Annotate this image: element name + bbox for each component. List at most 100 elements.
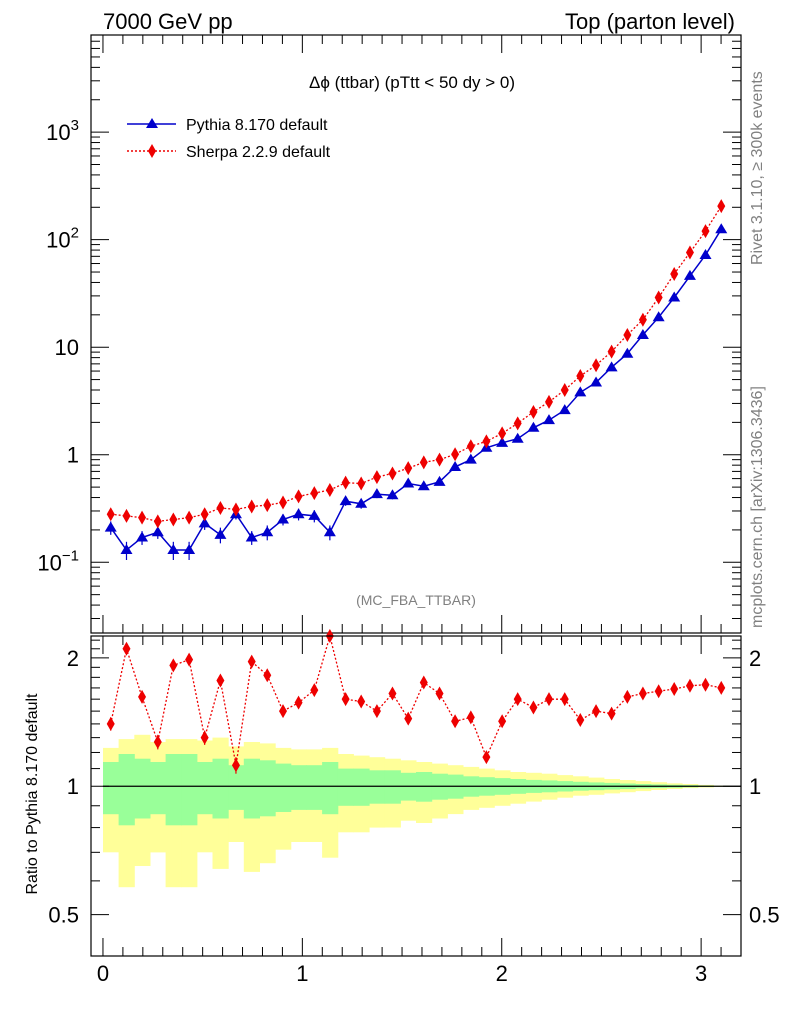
data-point-1-33 [623,327,632,342]
main-frame [90,34,742,634]
ratio-ytick-label-left-0: 0.5 [48,903,79,928]
ratio-panel: 0 1 2 3 0.5 0.5 1 1 2 2 [48,629,780,986]
data-point-0-17 [370,488,383,499]
ratio-point-26 [513,692,522,707]
ratio-point-35 [654,684,663,699]
ratio-point-6 [200,730,209,745]
band-inner-bin-9 [243,758,260,819]
ratio-axes-layer: 0 1 2 3 0.5 0.5 1 1 2 2 [48,635,780,986]
ratio-point-32 [607,706,616,721]
main-panel: 10−1 1 10 102 103 Δϕ (ttbar) (pTtt < 50 dy >… [37,34,742,634]
band-inner-bin-3 [149,762,167,815]
ratio-ylabel: Ratio to Pythia 8.170 default [24,693,41,895]
band-inner-bin-2 [134,758,151,819]
data-point-1-39 [717,199,726,214]
ratio-point-15 [341,692,350,707]
data-point-0-33 [621,347,634,358]
data-point-1-15 [341,475,350,490]
data-point-1-23 [466,439,475,454]
ratio-point-27 [529,700,538,715]
data-point-1-19 [404,461,413,476]
ratio-ytick-label-right-2: 2 [749,646,761,671]
legend-label-pythia: Pythia 8.170 default [186,117,328,134]
mcplots-label: mcplots.cern.ch [arXiv:1306.3436] [749,386,766,628]
data-point-0-31 [590,376,603,387]
data-point-0-7 [214,528,227,539]
ratio-point-38 [701,677,710,692]
x-tick-label-2: 2 [496,961,508,986]
ratio-point-10 [263,668,272,683]
data-point-0-22 [449,460,462,471]
band-inner-bin-14 [322,762,339,815]
data-point-0-12 [292,508,305,519]
data-point-1-0 [106,507,115,522]
ratio-point-13 [310,683,319,698]
data-point-1-26 [513,416,522,431]
data-point-0-32 [605,361,618,372]
data-point-0-1 [120,544,133,555]
data-point-1-17 [372,470,381,485]
ratio-point-8 [231,758,240,773]
data-point-0-3 [151,526,164,537]
data-point-1-29 [560,382,569,397]
ratio-point-0 [106,716,115,731]
data-point-1-38 [701,224,710,239]
data-point-1-12 [294,489,303,504]
ratio-point-12 [294,695,303,710]
band-inner-bin-7 [212,758,229,819]
main-axes-layer: 10−1 1 10 102 103 [37,34,742,634]
data-point-0-10 [261,526,274,537]
data-point-0-29 [558,404,571,415]
ratio-point-36 [670,682,679,697]
data-point-0-28 [542,414,555,425]
data-point-0-27 [527,421,540,432]
band-inner-bin-13 [306,765,323,810]
data-point-1-8 [231,502,240,517]
ratio-point-4 [169,658,178,673]
ratio-point-39 [717,680,726,695]
ratio-point-9 [247,654,256,669]
y-tick-label-0: 10−1 [37,547,79,575]
ratio-point-20 [419,675,428,690]
ratio-ytick-label-left-2: 2 [67,646,79,671]
ratio-point-7 [216,673,225,688]
ratio-point-19 [404,711,413,726]
data-point-1-10 [263,498,272,513]
series-line-1 [110,205,722,523]
data-point-0-5 [183,544,196,555]
data-point-0-19 [402,477,415,488]
y-tick-label-1: 1 [67,443,79,468]
data-point-1-2 [138,510,147,525]
data-point-0-18 [386,489,399,500]
data-point-1-28 [544,394,553,409]
ratio-line [110,633,722,766]
ratio-point-33 [623,689,632,704]
data-point-0-11 [277,513,290,524]
watermark: (MC_FBA_TTBAR) [356,592,476,608]
data-point-0-9 [245,531,258,542]
data-point-1-20 [419,455,428,470]
data-point-0-39 [715,223,728,234]
band-inner-bin-11 [275,763,292,812]
data-point-0-0 [104,521,117,532]
band-inner-bin-15 [337,768,354,806]
ratio-point-29 [560,692,569,707]
rivet-label: Rivet 3.1.10, ≥ 300k events [749,71,766,265]
data-point-1-3 [153,514,162,529]
data-point-0-37 [683,269,696,280]
data-point-0-20 [417,480,430,491]
data-point-1-32 [607,344,616,359]
band-inner-bin-17 [369,770,386,804]
legend-marker-sherpa [148,144,156,158]
ratio-point-28 [544,692,553,707]
legend-label-sherpa: Sherpa 2.2.9 default [186,144,331,161]
ratio-point-23 [466,710,475,725]
legend-marker-pythia [146,118,158,128]
data-point-1-25 [498,426,507,441]
band-inner-bin-10 [259,760,276,817]
x-tick-label-1: 1 [296,961,308,986]
main-series-layer [104,199,728,561]
legend: Pythia 8.170 default Sherpa 2.2.9 defaul… [127,117,331,161]
band-inner-bin-20 [416,772,433,802]
